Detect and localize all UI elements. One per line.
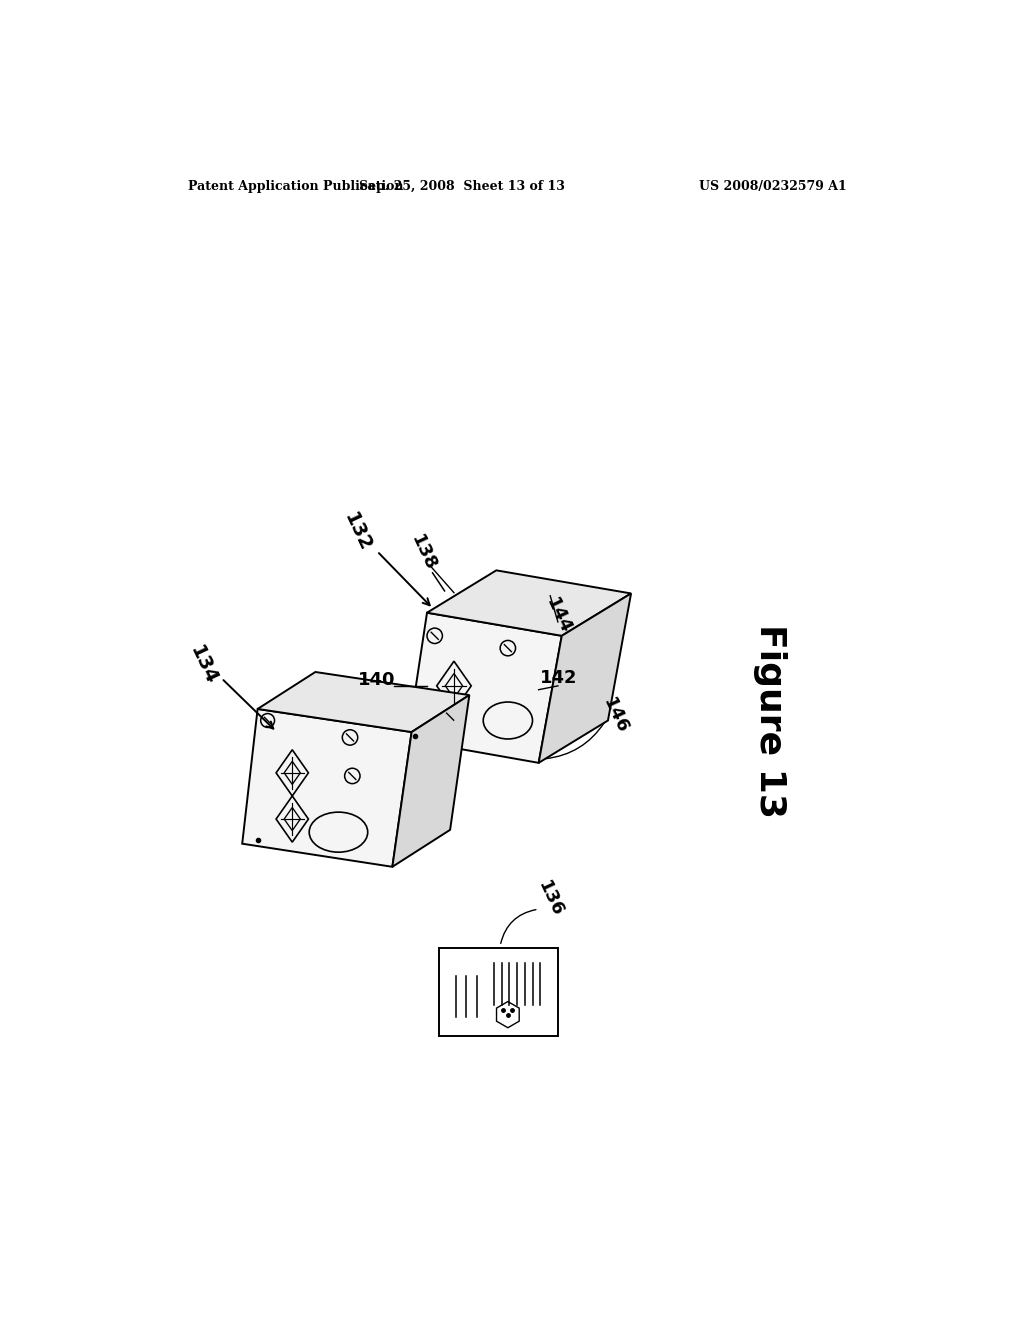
Text: 134: 134: [186, 643, 221, 688]
Polygon shape: [392, 696, 469, 867]
Bar: [438, 948, 558, 1036]
Polygon shape: [539, 594, 631, 763]
Text: 142: 142: [540, 669, 578, 688]
Text: 146: 146: [600, 696, 632, 737]
Polygon shape: [427, 570, 631, 636]
Polygon shape: [258, 672, 469, 733]
Text: US 2008/0232579 A1: US 2008/0232579 A1: [699, 181, 847, 194]
Text: Patent Application Publication: Patent Application Publication: [188, 181, 403, 194]
Text: 144: 144: [543, 595, 574, 636]
Polygon shape: [243, 709, 412, 867]
Text: 140: 140: [358, 671, 395, 689]
Polygon shape: [408, 612, 562, 763]
Text: 138: 138: [408, 532, 439, 573]
Text: 132: 132: [341, 510, 375, 554]
Text: Figure 13: Figure 13: [753, 623, 786, 817]
Text: Sep. 25, 2008  Sheet 13 of 13: Sep. 25, 2008 Sheet 13 of 13: [358, 181, 564, 194]
Text: 136: 136: [535, 878, 566, 920]
